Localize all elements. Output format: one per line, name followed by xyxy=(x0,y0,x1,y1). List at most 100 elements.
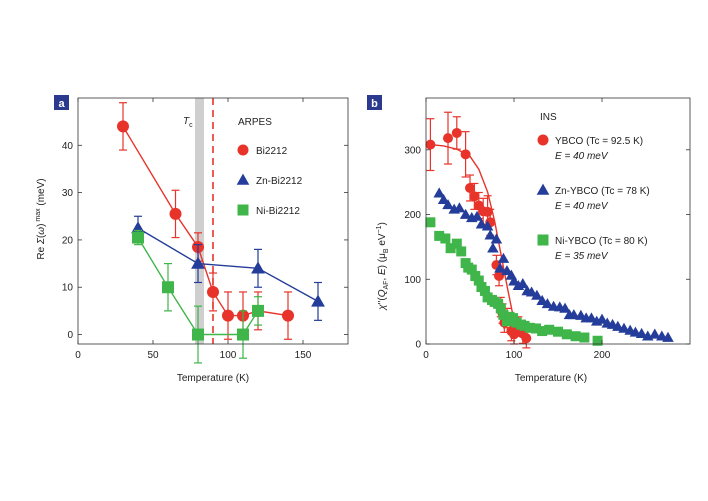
panel-b-y-tick-label: 200 xyxy=(404,210,421,221)
data-point-red xyxy=(460,149,471,160)
data-point-green xyxy=(192,328,204,341)
legend-label-red: Bi2212 xyxy=(256,146,288,157)
data-point-green xyxy=(237,328,249,341)
data-point-blue xyxy=(649,328,661,339)
data-point-blue xyxy=(494,262,506,273)
series-green xyxy=(425,217,603,346)
panel-a-x-tick-label: 100 xyxy=(220,350,237,361)
panel-b-label: b xyxy=(371,98,378,110)
data-point-red xyxy=(425,139,436,150)
data-point-green xyxy=(592,335,603,346)
legend-label-green: Ni-Bi2212 xyxy=(256,206,300,217)
data-point-blue xyxy=(484,229,496,240)
panel-a: a 0 50 100 150 0 10 20 30 40 Temperature (K) Re … xyxy=(35,95,349,384)
panel-b-axes: 0 100 200 0 100 200 300 xyxy=(404,97,691,361)
panel-a-legend-title: ARPES xyxy=(238,117,272,128)
data-point-green xyxy=(434,230,445,241)
data-point-green xyxy=(252,304,264,317)
panel-b-y-axis-title: χ''(QAF, E) (μB eV−1) xyxy=(376,222,390,311)
series-red xyxy=(117,102,294,340)
data-point-blue xyxy=(662,331,674,342)
data-point-red xyxy=(451,127,462,138)
data-point-red xyxy=(443,133,453,144)
panel-b-x-tick-label: 200 xyxy=(594,350,611,361)
legend-marker-red xyxy=(237,144,249,156)
data-point-green xyxy=(531,323,541,334)
data-point-green xyxy=(479,285,490,296)
legend-marker-green xyxy=(237,204,249,216)
data-point-blue xyxy=(596,313,608,324)
series-blue xyxy=(131,215,325,321)
data-point-blue xyxy=(433,187,445,198)
data-point-blue xyxy=(437,193,450,204)
data-point-green xyxy=(495,303,506,314)
legend-label-blue: Zn-Bi2212 xyxy=(256,176,303,187)
data-point-red xyxy=(207,285,219,298)
legend-label-green: Ni-YBCO (Tc = 80 K) xyxy=(555,236,648,247)
legend-sub-red: E = 40 meV xyxy=(555,151,609,162)
data-point-green xyxy=(498,309,509,320)
data-point-blue xyxy=(612,320,624,331)
data-point-blue xyxy=(568,309,580,320)
panel-a-label: a xyxy=(58,98,65,110)
data-point-green xyxy=(579,332,590,343)
data-point-red xyxy=(465,182,475,193)
panel-a-y-tick-label: 10 xyxy=(62,283,74,294)
data-point-green xyxy=(524,322,535,333)
panel-b: b 0 100 200 0 100 200 300 Temperature (K) χ''(… xyxy=(367,95,691,384)
legend-sub-blue: E = 40 meV xyxy=(555,201,609,212)
panel-a-x-tick-label: 50 xyxy=(147,350,159,361)
panel-a-y-tick-label: 30 xyxy=(62,188,74,199)
series-line-blue xyxy=(137,227,319,303)
panel-b-frame xyxy=(425,97,691,345)
panel-b-legend: YBCO (Tc = 92.5 K) E = 40 meV Zn-YBCO (Tc … xyxy=(536,134,650,262)
data-point-blue xyxy=(442,199,454,210)
data-point-green xyxy=(425,217,436,228)
data-point-red xyxy=(494,271,505,282)
data-point-blue xyxy=(531,289,543,300)
panel-a-frame xyxy=(77,97,349,345)
data-point-green xyxy=(553,326,563,337)
data-point-blue xyxy=(497,252,510,263)
panel-a-plot xyxy=(117,98,325,364)
data-point-green xyxy=(466,264,477,275)
data-point-red xyxy=(282,309,294,322)
panel-a-y-tick-label: 40 xyxy=(62,141,74,152)
data-point-blue xyxy=(471,210,483,221)
data-point-blue xyxy=(487,242,499,253)
panel-a-legend: Bi2212 Zn-Bi2212 Ni-Bi2212 xyxy=(236,144,303,217)
panel-a-label-bg xyxy=(54,95,69,110)
panel-b-y-tick-label: 0 xyxy=(415,340,421,351)
panel-a-x-tick-label: 0 xyxy=(75,350,81,361)
panel-b-legend-title: INS xyxy=(540,112,557,123)
data-point-green xyxy=(445,243,456,254)
panel-b-y-tick-label: 100 xyxy=(404,275,421,286)
panel-a-y-axis-title: Re Σ(ω) max (meV) xyxy=(35,178,47,259)
data-point-green xyxy=(570,331,581,342)
tc-band xyxy=(195,98,204,344)
legend-marker-blue xyxy=(536,183,550,195)
data-point-red xyxy=(521,333,532,344)
legend-label-blue: Zn-YBCO (Tc = 78 K) xyxy=(555,186,650,197)
legend-marker-blue xyxy=(236,173,250,185)
data-point-blue xyxy=(517,278,529,289)
data-point-green xyxy=(132,231,144,244)
series-red xyxy=(425,111,532,349)
panel-b-x-axis-title: Temperature (K) xyxy=(515,373,587,384)
panel-b-y-tick-label: 300 xyxy=(404,145,421,156)
data-point-red xyxy=(117,120,129,133)
data-point-blue xyxy=(251,261,265,274)
series-blue xyxy=(433,187,674,342)
data-point-blue xyxy=(453,202,466,213)
data-point-blue xyxy=(635,327,648,338)
data-point-green xyxy=(537,326,548,337)
data-point-green xyxy=(544,324,555,335)
legend-marker-red xyxy=(537,134,549,146)
data-point-green xyxy=(162,281,174,294)
data-point-blue xyxy=(191,256,205,269)
panel-b-x-tick-label: 0 xyxy=(423,350,429,361)
data-point-green xyxy=(451,238,462,249)
panel-b-plot xyxy=(425,111,674,349)
data-point-blue xyxy=(481,220,494,231)
legend-sub-green: E = 35 meV xyxy=(555,251,609,262)
